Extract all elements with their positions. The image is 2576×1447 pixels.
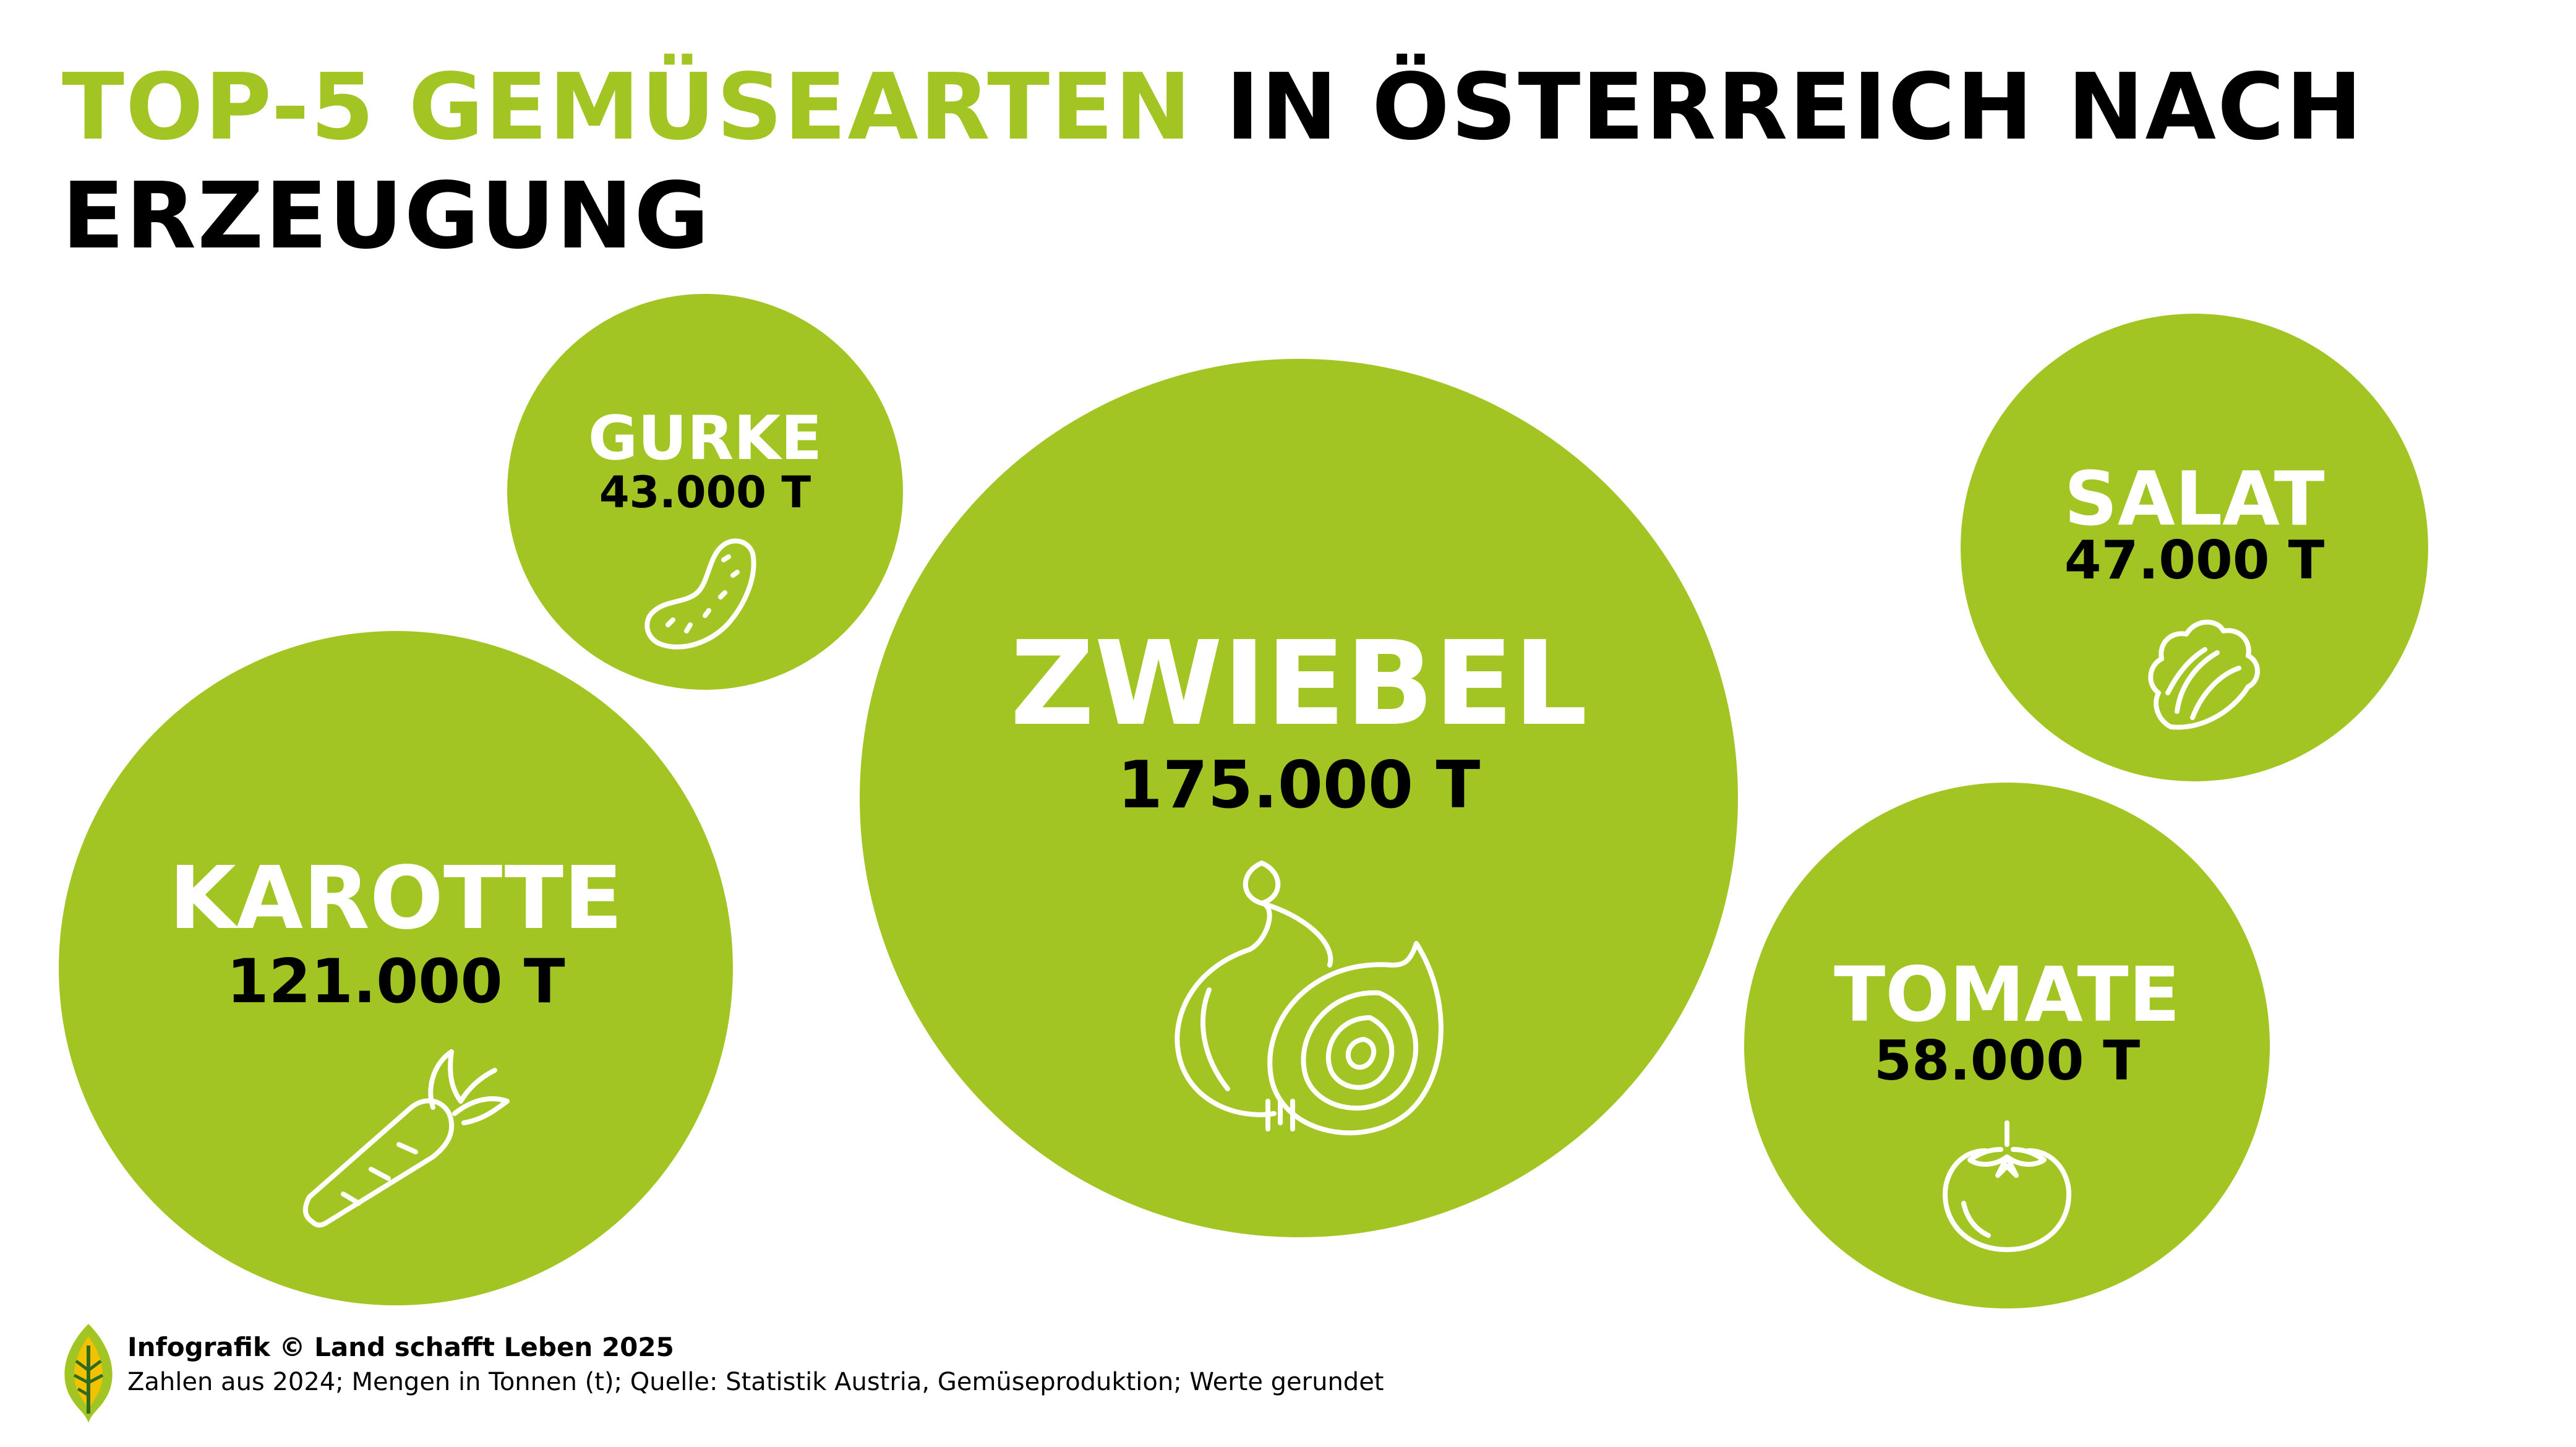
bubble-label-karotte: KAROTTE — [169, 848, 623, 949]
bubble-value-salat: 47.000 T — [2065, 530, 2325, 591]
bubble-tomate: TOMATE 58.000 T — [1744, 783, 2270, 1308]
tomato-icon — [1943, 1120, 2071, 1252]
chart-title: TOP-5 GEMÜSEARTEN IN ÖSTERREICH NACH ERZE… — [62, 53, 2523, 270]
bubble-label-gurke: GURKE — [588, 403, 822, 474]
cucumber-icon — [644, 538, 756, 650]
onion-icon — [1175, 861, 1444, 1136]
footer-credit: Infografik © Land schafft Leben 2025 — [127, 1332, 674, 1362]
title-accent: TOP-5 GEMÜSEARTEN — [62, 54, 1193, 160]
lettuce-icon — [2148, 619, 2260, 730]
bubble-circle-karotte — [59, 631, 733, 1305]
title-rest: IN ÖSTERREICH NACH — [1192, 54, 2364, 160]
leaf-logo-icon — [64, 1324, 113, 1423]
footer-source-note: Zahlen aus 2024; Mengen in Tonnen (t); Q… — [127, 1368, 1384, 1396]
bubble-circle-gurke — [507, 294, 903, 690]
bubble-value-tomate: 58.000 T — [1874, 1029, 2140, 1093]
bubble-value-zwiebel: 175.000 T — [1118, 747, 1481, 823]
bubble-salat: SALAT 47.000 T — [1961, 314, 2428, 781]
bubble-circle-zwiebel — [860, 359, 1738, 1237]
bubble-circle-salat — [1961, 314, 2428, 781]
bubble-gurke: GURKE 43.000 T — [507, 294, 903, 690]
bubble-zwiebel: ZWIEBEL 175.000 T — [860, 359, 1738, 1237]
bubble-label-zwiebel: ZWIEBEL — [1010, 616, 1588, 752]
bubble-circle-tomate — [1744, 783, 2270, 1308]
carrot-icon — [302, 1049, 510, 1228]
bubble-label-tomate: TOMATE — [1834, 951, 2180, 1039]
bubble-karotte: KAROTTE 121.000 T — [59, 631, 733, 1305]
bubble-label-salat: SALAT — [2064, 457, 2324, 543]
bubble-value-karotte: 121.000 T — [226, 947, 565, 1017]
bubble-value-gurke: 43.000 T — [599, 467, 811, 518]
title-rest-line2: ERZEUGUNG — [62, 163, 711, 269]
